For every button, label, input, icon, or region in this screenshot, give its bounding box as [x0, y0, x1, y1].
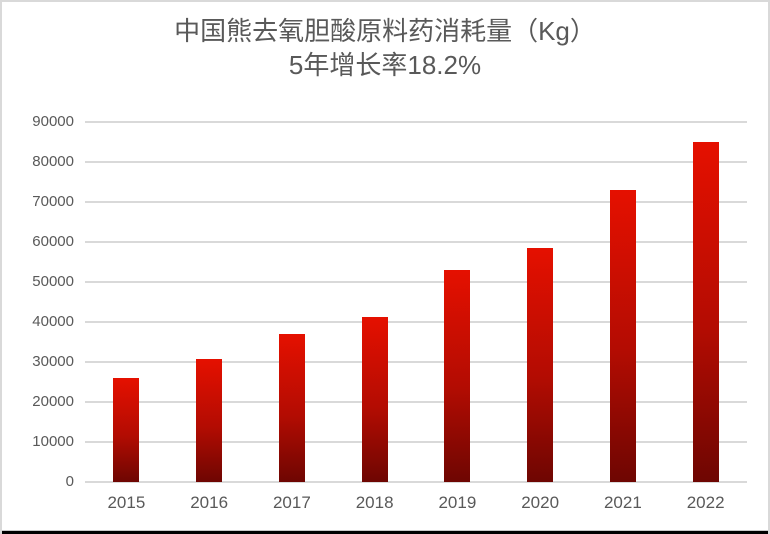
bar-2019	[444, 270, 471, 482]
bar-2015	[113, 378, 140, 482]
x-tick-label: 2022	[686, 493, 725, 512]
bar-2018	[361, 316, 388, 482]
gridline	[85, 321, 747, 323]
gridline	[85, 281, 747, 283]
y-tick-label: 90000	[32, 113, 74, 130]
x-tick-label: 2020	[521, 493, 560, 512]
x-tick-label: 2016	[190, 493, 229, 512]
x-tick-label: 2015	[107, 493, 146, 512]
x-axis-line	[85, 481, 747, 483]
gridline	[85, 361, 747, 363]
bar-2020	[527, 247, 554, 482]
y-tick-label: 20000	[32, 393, 74, 410]
y-tick-label: 50000	[32, 273, 74, 290]
x-tick-label: 2017	[272, 493, 311, 512]
bar-2016	[196, 359, 223, 482]
y-tick-label: 0	[65, 473, 74, 490]
y-tick-label: 60000	[32, 233, 74, 250]
bar-2022	[692, 141, 719, 482]
gridline	[85, 401, 747, 403]
y-tick-label: 40000	[32, 313, 74, 330]
chart-title: 中国熊去氧胆酸原料药消耗量（Kg）	[174, 16, 596, 46]
gridline	[85, 441, 747, 443]
y-tick-label: 10000	[32, 433, 74, 450]
image-bottom-border	[2, 530, 768, 534]
y-tick-label: 70000	[32, 193, 74, 210]
y-tick-label: 30000	[32, 353, 74, 370]
bar-2021	[609, 190, 636, 482]
x-tick-label: 2018	[355, 493, 394, 512]
chart-subtitle: 5年增长率18.2%	[288, 50, 482, 80]
gridline	[85, 201, 747, 203]
bar-2017	[278, 334, 305, 482]
x-tick-label: 2019	[438, 493, 477, 512]
gridline	[85, 241, 747, 243]
gridline	[85, 121, 747, 123]
x-tick-label: 2021	[603, 493, 642, 512]
y-tick-label: 80000	[32, 153, 74, 170]
gridline	[85, 161, 747, 163]
